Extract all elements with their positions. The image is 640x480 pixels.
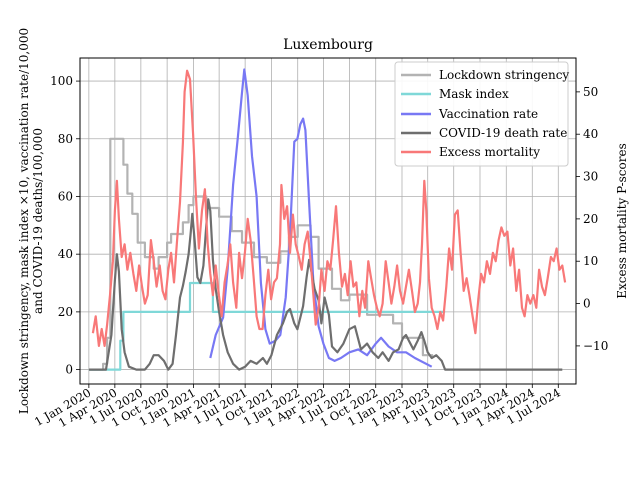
series-line-covid-19-death-rate [88,198,563,371]
right-axis-label: Excess mortality P-scores [615,143,629,298]
plot-series [88,68,567,371]
right-tick-label: 40 [583,127,598,141]
right-tick-label: 10 [583,254,598,268]
right-axis-ticks: −10 0 10 20 30 40 50 [576,85,608,353]
left-axis-label-line1: Lockdown stringency, mask index ×10, vac… [17,28,31,414]
left-tick-label: 80 [58,132,73,146]
left-tick-label: 100 [50,74,73,88]
legend-label-deaths: COVID-19 death rate [439,126,567,140]
left-tick-label: 20 [58,305,73,319]
legend-label-lockdown: Lockdown stringency [439,68,569,82]
right-tick-label: −10 [583,339,608,353]
legend-label-vaccination: Vaccination rate [438,107,538,121]
series-line-mask-index [88,281,446,371]
plot-frame [79,57,577,385]
right-tick-label: 0 [583,297,591,311]
chart-title: Luxembourg [283,37,373,53]
series-line-excess-mortality [91,69,567,347]
legend-label-mask: Mask index [439,87,509,101]
left-axis-label-line2: and COVID-19 deaths/100,000 [31,128,45,314]
legend-box [394,61,569,167]
left-axis-ticks: 0 20 40 60 80 100 [50,74,80,377]
left-tick-label: 0 [65,363,73,377]
left-tick-label: 40 [58,247,73,261]
legend-label-excess: Excess mortality [439,145,540,159]
legend: Lockdown stringency Mask index Vaccinati… [394,61,569,167]
left-tick-label: 60 [58,189,73,203]
series-line-lockdown-stringency [88,137,434,371]
right-tick-label: 50 [583,85,598,99]
right-tick-label: 20 [583,212,598,226]
right-tick-label: 30 [583,170,598,184]
